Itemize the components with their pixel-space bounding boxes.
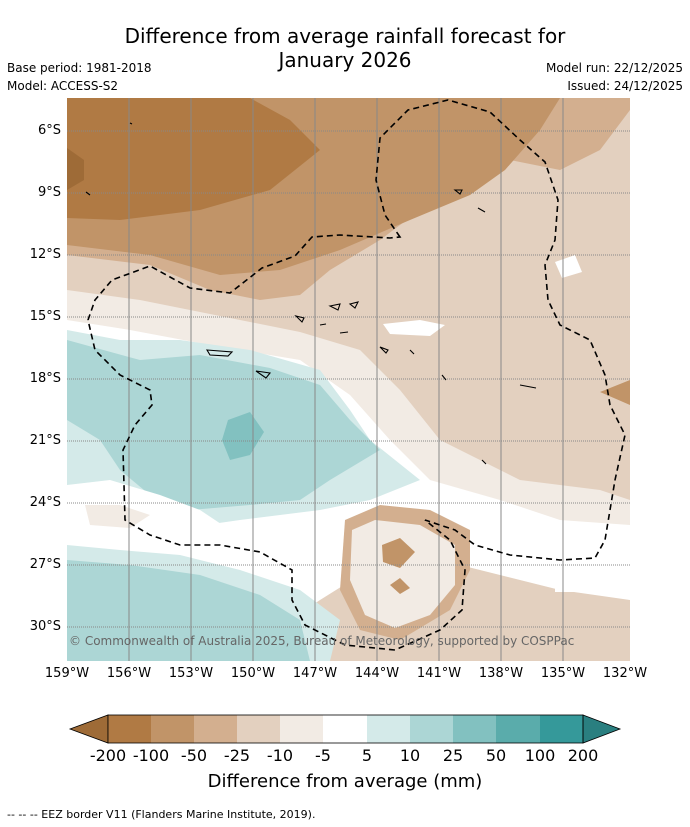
legend-swatch-plus-5 — [367, 715, 410, 743]
legend-swatch-minus-25 — [237, 715, 280, 743]
minus-5-pocket-west — [85, 505, 150, 528]
eez-footnote: -- -- -- EEZ border V11 (Flanders Marine… — [7, 808, 316, 821]
model-name: Model: ACCESS-S2 — [7, 79, 119, 93]
lon-label: 135°W — [540, 666, 586, 681]
legend-arrow-right — [582, 714, 622, 744]
legend-swatch-plus-10 — [410, 715, 453, 743]
lon-label: 150°W — [230, 666, 276, 681]
map-graticule — [67, 98, 630, 661]
legend-tick: 10 — [399, 746, 421, 765]
meta-right: Model run: 22/12/2025 Issued: 24/12/2025 — [546, 59, 683, 95]
chart-title-line-2: January 2026 — [278, 48, 412, 72]
meta-left: Base period: 1981-2018 Model: ACCESS-S2 — [7, 59, 152, 95]
legend-title: Difference from average (mm) — [207, 771, 483, 792]
legend-tick: 50 — [485, 746, 507, 765]
legend-tick: -100 — [132, 746, 170, 765]
eez-border — [87, 99, 626, 651]
lon-label: 144°W — [354, 666, 400, 681]
map-fill — [67, 98, 630, 661]
minus-100-region-northwest — [67, 98, 320, 220]
lon-label: 147°W — [292, 666, 338, 681]
minus-50-pocket-southeast — [382, 538, 415, 594]
plus-25-region-south — [67, 560, 310, 661]
legend-swatch-minus-50 — [194, 715, 237, 743]
lat-label: 15°S — [29, 309, 61, 324]
model-run-date: Model run: 22/12/2025 — [545, 61, 683, 75]
legend-tick: 25 — [442, 746, 464, 765]
lon-label: 156°W — [106, 666, 152, 681]
chart-title-line-1: Difference from average rainfall forecas… — [124, 24, 566, 48]
lat-label: 24°S — [29, 495, 61, 510]
eez-border-french-polynesia — [87, 99, 626, 651]
minus-10-region-east — [600, 270, 630, 400]
legend-tick: 200 — [567, 746, 599, 765]
legend-swatch-plus-50 — [496, 715, 540, 743]
legend-swatch-neutral — [323, 715, 367, 743]
lon-label: 132°W — [602, 666, 648, 681]
minus-5-ring-southeast — [350, 520, 455, 628]
legend-tick: -25 — [223, 746, 251, 765]
lat-label: 18°S — [29, 371, 61, 386]
lat-label: 21°S — [29, 433, 61, 448]
legend-tick: -200 — [89, 746, 127, 765]
lon-label: 153°W — [168, 666, 214, 681]
base-period: Base period: 1981-2018 — [7, 61, 152, 75]
lat-label: 27°S — [29, 557, 61, 572]
plus-25-region-southwest — [67, 340, 380, 510]
legend-colorbar — [68, 714, 622, 744]
copyright-notice: © Commonwealth of Australia 2025, Bureau… — [69, 634, 575, 648]
legend-swatch-minus-100 — [151, 715, 194, 743]
chart-title: Difference from average rainfall forecas… — [0, 24, 690, 72]
legend-tick: 100 — [524, 746, 556, 765]
lon-label: 159°W — [44, 666, 90, 681]
lat-label: 9°S — [37, 185, 61, 200]
minus-200-region-northwest — [67, 148, 84, 190]
lat-label: 12°S — [29, 247, 61, 262]
islands-outline — [85, 122, 537, 465]
lon-label: 138°W — [478, 666, 524, 681]
legend-tick: -10 — [266, 746, 294, 765]
legend-tick: -50 — [180, 746, 208, 765]
lon-label: 141°W — [416, 666, 462, 681]
lat-label: 6°S — [37, 123, 61, 138]
legend-swatch-minus-10 — [280, 715, 323, 743]
legend-swatch-plus-100 — [540, 715, 583, 743]
lat-label: 30°S — [29, 619, 61, 634]
legend-swatch-plus-25 — [453, 715, 496, 743]
legend-swatch-minus-200 — [108, 715, 151, 743]
legend-tick: -5 — [315, 746, 331, 765]
issued-date: Issued: 24/12/2025 — [567, 79, 683, 93]
legend-arrow-left — [68, 714, 109, 744]
legend-tick: 5 — [361, 746, 373, 765]
minus-50-region-east — [600, 380, 630, 405]
